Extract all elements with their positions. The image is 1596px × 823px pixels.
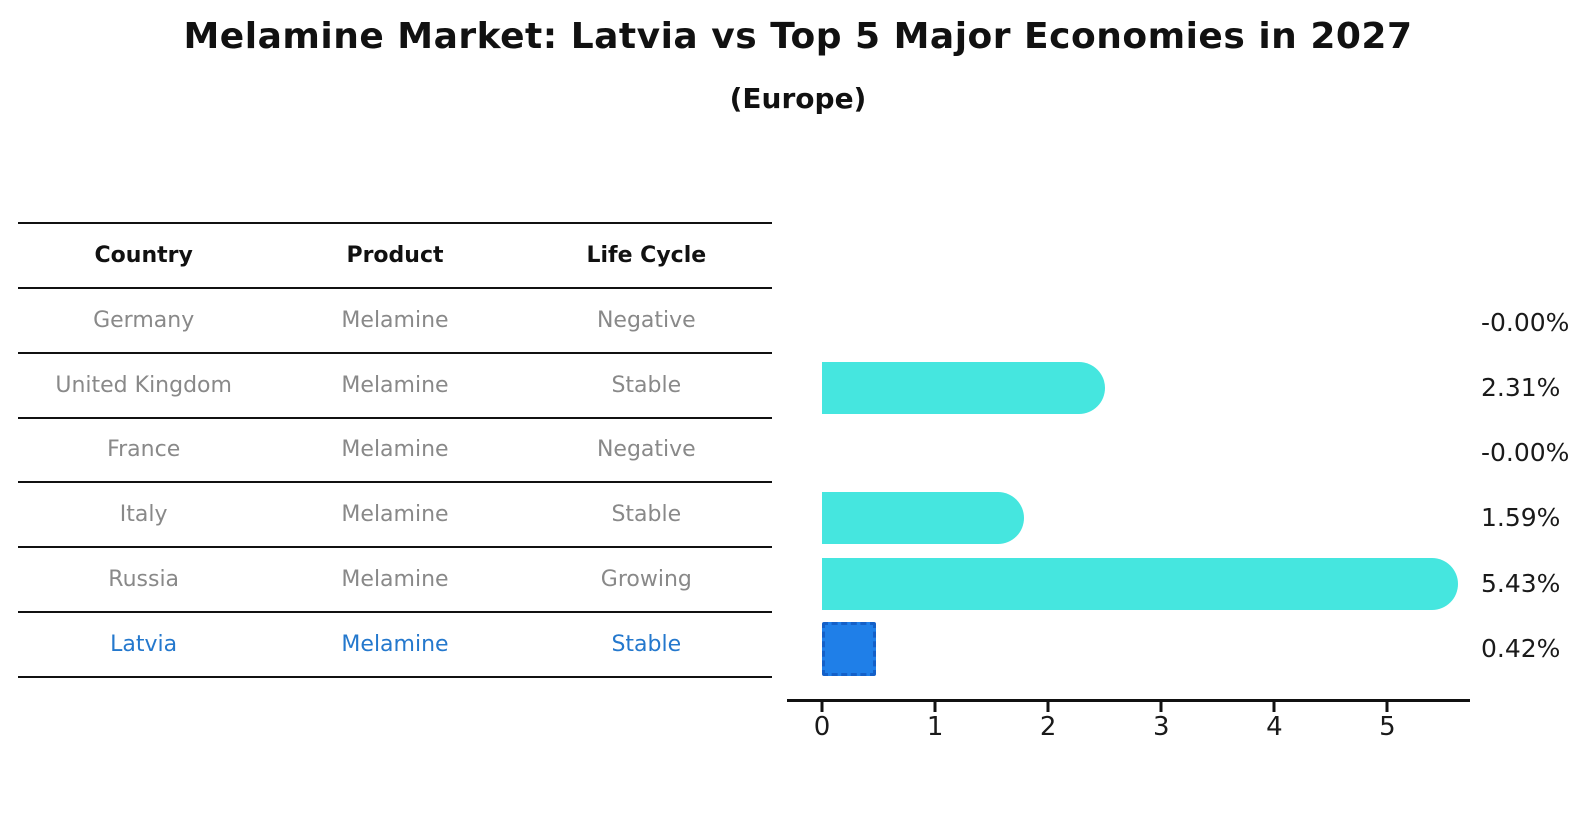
cell-product: Melamine xyxy=(341,631,449,657)
table-header-row: Country Product Life Cycle xyxy=(18,224,772,289)
column-header-country: Country xyxy=(94,243,193,268)
cell-life-cycle: Stable xyxy=(611,631,682,657)
x-axis-tick-label: 3 xyxy=(1153,712,1170,742)
cell-country: Latvia xyxy=(110,631,178,657)
value-label-germany: -0.00% xyxy=(1481,307,1570,337)
cell-country: Russia xyxy=(108,567,180,593)
x-axis-tick-label: 2 xyxy=(1039,712,1057,742)
column-header-life-cycle: Life Cycle xyxy=(586,243,707,268)
country-table: Country Product Life Cycle Germany Melam… xyxy=(18,222,772,678)
x-axis-tick xyxy=(820,702,824,712)
x-axis-tick xyxy=(933,702,937,712)
cell-product: Melamine xyxy=(341,502,449,528)
bar-united-kingdom xyxy=(822,361,1106,414)
bar-russia xyxy=(822,557,1459,610)
value-label-italy: 1.59% xyxy=(1481,503,1561,533)
bar-chart-plot-area: 0 1 2 3 4 5 xyxy=(787,0,1470,823)
chart-title: Melamine Market: Latvia vs Top 5 Major E… xyxy=(183,16,1413,57)
column-header-product: Product xyxy=(346,243,444,268)
table-row: Germany Melamine Negative xyxy=(18,289,772,354)
x-axis-tick-label: 4 xyxy=(1266,712,1283,742)
x-axis-line xyxy=(787,699,1470,702)
cell-life-cycle: Negative xyxy=(596,307,696,333)
cell-life-cycle: Growing xyxy=(600,567,692,593)
cell-country: United Kingdom xyxy=(55,372,232,398)
cell-product: Melamine xyxy=(341,437,449,463)
x-axis-tick xyxy=(1385,702,1389,712)
table-row: France Melamine Negative xyxy=(18,419,772,484)
cell-country: Germany xyxy=(93,307,195,333)
table-row: Russia Melamine Growing xyxy=(18,548,772,613)
x-axis-tick-label: 0 xyxy=(813,712,831,742)
table-row: United Kingdom Melamine Stable xyxy=(18,354,772,419)
table-row-latvia-highlight: Latvia Melamine Stable xyxy=(18,613,772,678)
cell-product: Melamine xyxy=(341,372,449,398)
x-axis-tick xyxy=(1272,702,1276,712)
bar-latvia-highlight xyxy=(822,622,876,676)
cell-country: Italy xyxy=(119,502,168,528)
chart-subtitle: (Europe) xyxy=(729,82,867,115)
cell-product: Melamine xyxy=(341,307,449,333)
value-label-united-kingdom: 2.31% xyxy=(1481,372,1561,402)
table-row: Italy Melamine Stable xyxy=(18,483,772,549)
x-axis-tick-label: 5 xyxy=(1379,712,1396,742)
x-axis-tick xyxy=(1046,702,1050,712)
cell-country: France xyxy=(107,437,181,463)
cell-life-cycle: Stable xyxy=(611,502,682,528)
bar-italy xyxy=(822,492,1024,545)
value-label-latvia: 0.42% xyxy=(1481,634,1561,663)
x-axis-tick-label: 1 xyxy=(926,712,944,742)
x-axis-tick xyxy=(1159,702,1163,712)
cell-product: Melamine xyxy=(341,567,449,593)
value-label-russia: 5.43% xyxy=(1481,568,1561,598)
cell-life-cycle: Negative xyxy=(596,437,696,463)
cell-life-cycle: Stable xyxy=(611,372,682,398)
value-label-france: -0.00% xyxy=(1481,438,1570,468)
